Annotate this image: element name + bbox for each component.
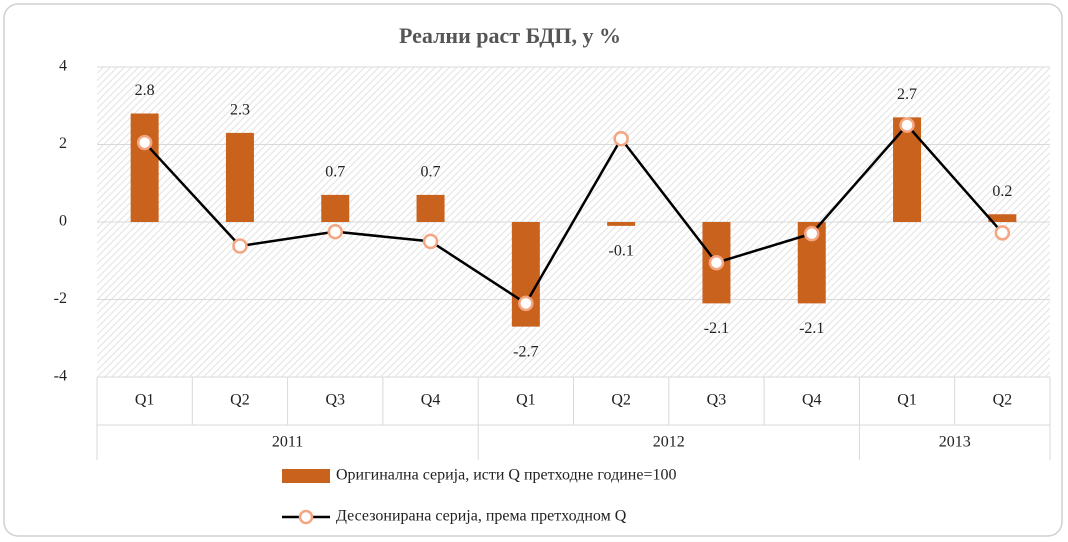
legend-marker [298, 509, 314, 525]
marker [708, 254, 725, 271]
bar [893, 117, 922, 222]
bar [130, 113, 159, 222]
x-tick-label: Q3 [325, 392, 345, 409]
x-tick-label: Q4 [802, 392, 822, 409]
x-tick-label: Q1 [516, 392, 536, 409]
y-tick-label: -4 [54, 368, 67, 385]
bar [988, 214, 1017, 222]
y-tick-label: 4 [59, 58, 67, 75]
marker [899, 117, 915, 133]
legend-swatch [282, 469, 330, 483]
bar [607, 222, 636, 226]
bar [225, 132, 254, 222]
x-tick-label: Q2 [993, 392, 1013, 409]
y-tick-label: 0 [59, 213, 67, 230]
legend-label: Оригинална серија, исти Q претходне годи… [336, 467, 676, 484]
bar [321, 194, 350, 222]
marker [994, 225, 1011, 241]
x-tick-label: Q1 [897, 392, 917, 409]
x-tick-label: Q4 [421, 392, 441, 409]
y-tick-label: -2 [54, 290, 67, 307]
data-label: -2.7 [513, 343, 538, 360]
y-tick-label: 2 [59, 135, 67, 152]
marker [232, 238, 248, 254]
marker [136, 134, 153, 151]
group-label: 2013 [939, 434, 971, 451]
group-label: 2011 [272, 434, 303, 451]
data-label: -0.1 [608, 243, 633, 260]
bar [416, 194, 445, 222]
legend-label: Десезонирана серија, према претходном Q [336, 508, 627, 525]
marker [422, 233, 439, 250]
x-tick-label: Q3 [707, 392, 727, 409]
line [143, 123, 1004, 306]
data-label: 0.7 [325, 164, 345, 181]
data-label: -2.1 [799, 320, 824, 337]
marker [518, 295, 534, 312]
data-label: 2.7 [897, 86, 917, 103]
data-label: 0.2 [992, 183, 1012, 200]
data-label: 2.8 [135, 82, 155, 99]
marker [613, 130, 629, 147]
marker [327, 223, 343, 240]
chart-title: Реални раст БДП, у % [399, 23, 621, 48]
data-label: -2.1 [704, 320, 729, 337]
data-label: 2.3 [230, 102, 250, 119]
x-tick-label: Q2 [611, 392, 631, 409]
group-label: 2012 [653, 434, 685, 451]
x-tick-label: Q2 [230, 392, 250, 409]
x-tick-label: Q1 [135, 392, 155, 409]
marker [804, 225, 820, 242]
data-label: 0.7 [421, 164, 441, 181]
